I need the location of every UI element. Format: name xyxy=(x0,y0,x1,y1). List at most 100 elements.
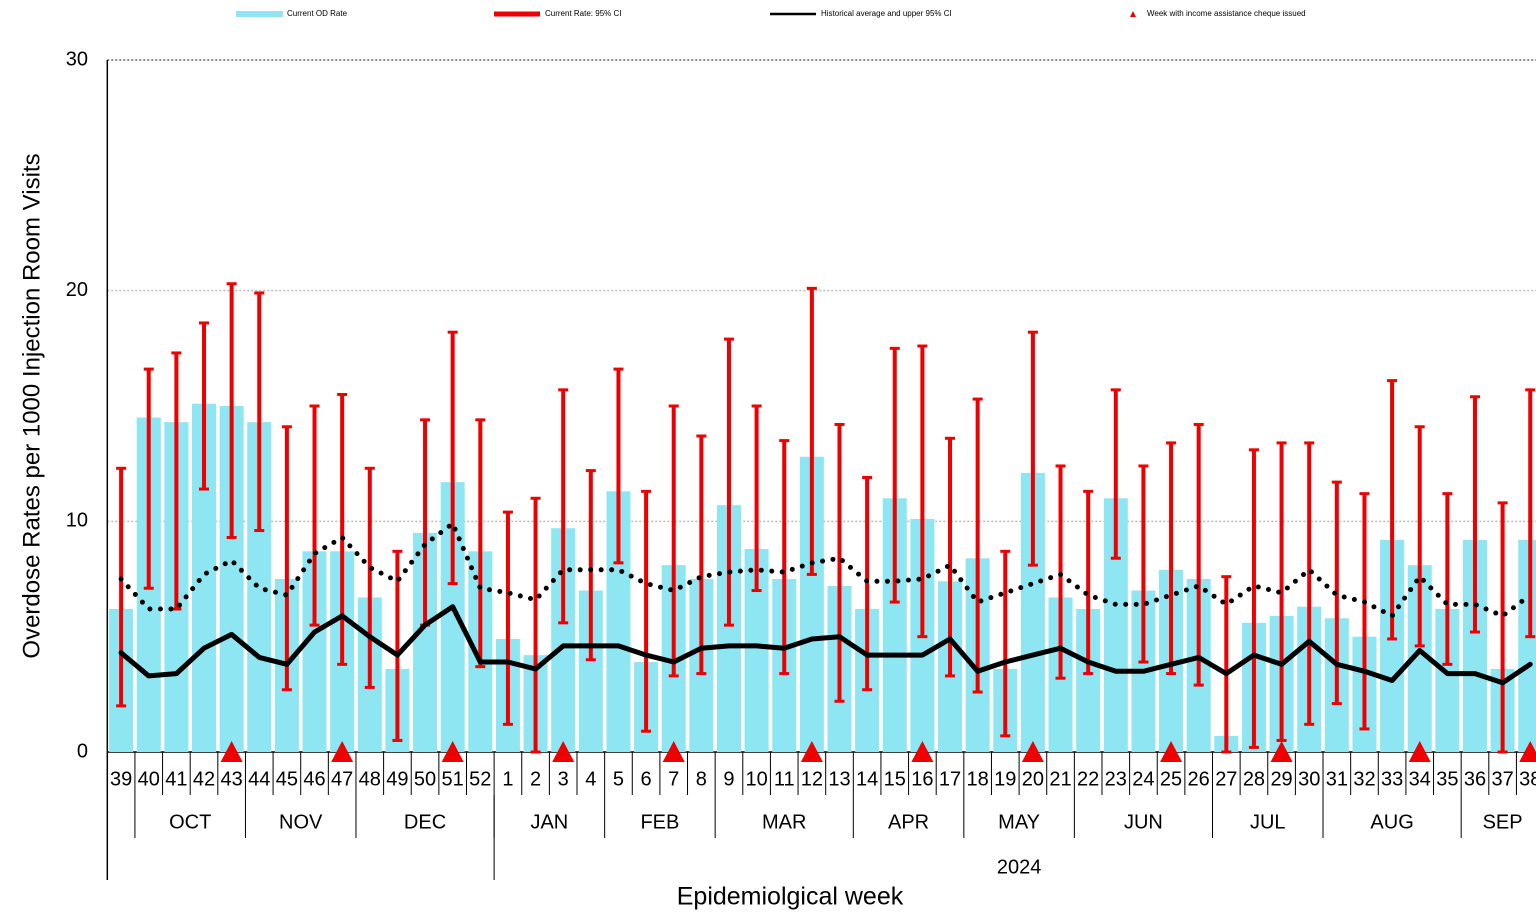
error-bar xyxy=(1221,575,1232,754)
error-bar xyxy=(475,418,486,669)
error-bar xyxy=(1387,379,1398,641)
error-bar xyxy=(199,321,210,491)
y-axis-title: Overdose Rates per 1000 Injection Room V… xyxy=(18,153,45,658)
month-label: FEB xyxy=(640,811,679,833)
error-bar xyxy=(613,367,624,565)
month-label: JAN xyxy=(530,811,568,833)
error-bar xyxy=(281,425,292,692)
cheque-marker xyxy=(662,741,685,762)
x-tick-label: 21 xyxy=(1049,768,1071,790)
x-tick-label: 7 xyxy=(668,768,679,790)
x-tick-label: 9 xyxy=(723,768,734,790)
x-tick-label: 14 xyxy=(856,768,878,790)
x-tick-label: 35 xyxy=(1436,768,1458,790)
x-tick-label: 32 xyxy=(1353,768,1375,790)
error-bar xyxy=(751,404,762,593)
error-bar xyxy=(917,344,928,639)
x-tick-label: 34 xyxy=(1409,768,1431,790)
error-bar xyxy=(364,466,375,689)
x-tick-label: 49 xyxy=(386,768,408,790)
x-tick-label: 50 xyxy=(414,768,436,790)
error-bar xyxy=(309,404,320,627)
x-tick-label: 51 xyxy=(442,768,464,790)
historical-average-line xyxy=(118,604,1533,686)
error-bar xyxy=(392,549,403,742)
x-tick-label: 6 xyxy=(641,768,652,790)
x-tick-label: 48 xyxy=(359,768,381,790)
error-bar xyxy=(1000,549,1011,738)
x-axis-title: Epidemiolgical week xyxy=(677,883,904,911)
error-bar xyxy=(1276,441,1287,742)
error-bar xyxy=(834,422,845,703)
x-tick-label: 41 xyxy=(165,768,187,790)
error-bar xyxy=(1359,492,1370,731)
x-tick-label: 45 xyxy=(276,768,298,790)
y-tick-label: 0 xyxy=(77,740,88,762)
error-bar xyxy=(889,346,900,604)
error-bar xyxy=(779,439,790,676)
cheque-marker xyxy=(331,741,354,762)
month-label: MAY xyxy=(998,811,1040,833)
cheque-marker xyxy=(1519,741,1536,762)
error-bar xyxy=(1110,388,1121,560)
error-bar xyxy=(1166,441,1177,676)
error-bar xyxy=(447,330,458,586)
error-bar xyxy=(806,286,817,576)
error-bar xyxy=(723,337,734,627)
x-tick-label: 4 xyxy=(585,768,596,790)
month-label: AUG xyxy=(1370,811,1413,833)
error-bar xyxy=(226,282,237,539)
error-bar xyxy=(1442,492,1453,666)
cheque-marker xyxy=(1408,741,1431,762)
month-label: OCT xyxy=(169,811,211,833)
legend-label: Current OD Rate xyxy=(287,9,348,18)
x-tick-label: 30 xyxy=(1298,768,1320,790)
year-label: 2024 xyxy=(997,856,1042,878)
error-bar xyxy=(585,469,596,662)
error-bar xyxy=(945,436,956,678)
y-tick-label: 10 xyxy=(66,510,88,532)
y-tick-label: 30 xyxy=(66,48,88,70)
x-tick-label: 26 xyxy=(1188,768,1210,790)
x-tick-label: 27 xyxy=(1215,768,1237,790)
x-tick-label: 5 xyxy=(613,768,624,790)
x-tick-label: 19 xyxy=(994,768,1016,790)
month-label: NOV xyxy=(279,811,323,833)
x-tick-label: 13 xyxy=(828,768,850,790)
x-tick-label: 29 xyxy=(1270,768,1292,790)
x-tick-label: 40 xyxy=(138,768,160,790)
x-tick-label: 22 xyxy=(1077,768,1099,790)
x-tick-label: 18 xyxy=(967,768,989,790)
error-bar xyxy=(1083,489,1094,676)
cheque-marker xyxy=(1270,741,1293,762)
x-tick-label: 37 xyxy=(1491,768,1513,790)
x-tick-label: 12 xyxy=(801,768,823,790)
x-tick-label: 36 xyxy=(1464,768,1486,790)
x-tick-label: 28 xyxy=(1243,768,1265,790)
month-label: JUL xyxy=(1250,811,1286,833)
x-tick-label: 42 xyxy=(193,768,215,790)
month-label: MAR xyxy=(762,811,806,833)
legend-label: Week with income assistance cheque issue… xyxy=(1147,9,1306,18)
error-bar xyxy=(972,397,983,694)
error-bar xyxy=(1469,395,1480,634)
error-bar xyxy=(502,510,513,726)
x-tick-label: 46 xyxy=(303,768,325,790)
cheque-marker xyxy=(911,741,934,762)
x-tick-label: 47 xyxy=(331,768,353,790)
x-tick-label: 2 xyxy=(530,768,541,790)
month-label: SEP xyxy=(1483,811,1523,833)
x-tick-label: 24 xyxy=(1132,768,1154,790)
x-tick-label: 39 xyxy=(110,768,132,790)
legend-label: Historical average and upper 95% CI xyxy=(821,9,952,18)
x-tick-label: 31 xyxy=(1326,768,1348,790)
x-tick-label: 43 xyxy=(221,768,243,790)
error-bar xyxy=(696,434,707,676)
x-tick-label: 23 xyxy=(1105,768,1127,790)
error-bar xyxy=(1138,464,1149,664)
x-tick-label: 16 xyxy=(911,768,933,790)
error-bar xyxy=(1248,448,1259,749)
x-tick-label: 33 xyxy=(1381,768,1403,790)
x-tick-label: 1 xyxy=(502,768,513,790)
month-label: APR xyxy=(888,811,929,833)
